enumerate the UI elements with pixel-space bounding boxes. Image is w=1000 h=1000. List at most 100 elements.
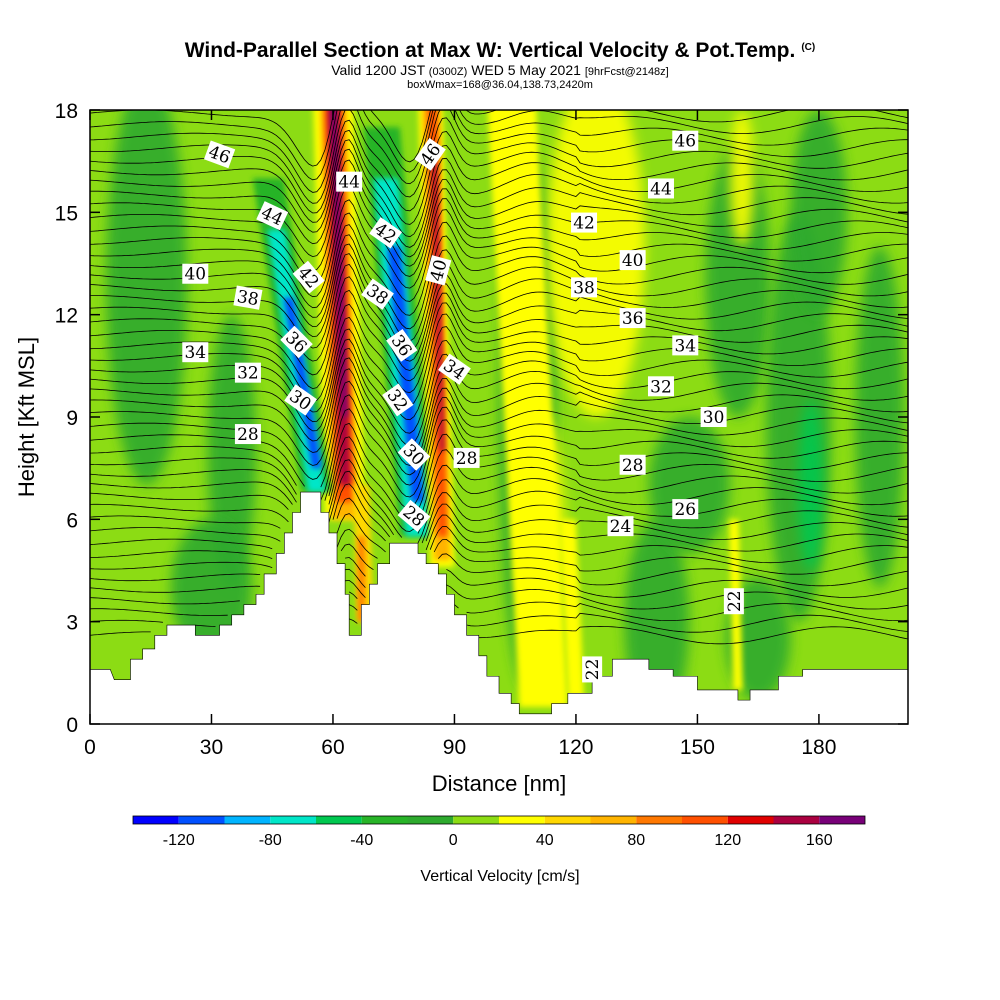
theta-contour xyxy=(90,497,908,542)
contour-label: 28 xyxy=(234,424,261,445)
colorbar-title: Vertical Velocity [cm/s] xyxy=(420,868,579,885)
contour-label: 44 xyxy=(336,171,363,193)
theta-contour xyxy=(90,357,908,457)
theta-contour xyxy=(90,243,908,342)
field-patch xyxy=(547,110,645,417)
theta-contour xyxy=(90,433,908,521)
contour-label-box xyxy=(723,588,744,615)
contour-label-box xyxy=(382,383,414,417)
contour-label: 44 xyxy=(647,178,674,199)
contour-label-box xyxy=(397,438,431,471)
contour-label-box xyxy=(361,278,394,310)
contour-label-box xyxy=(234,424,261,445)
contour-label-box xyxy=(284,384,317,416)
theta-contour xyxy=(90,604,908,633)
theta-contour xyxy=(90,538,908,575)
contour-label: 32 xyxy=(234,362,261,384)
colorbar-swatch xyxy=(224,816,271,824)
contour-label-box xyxy=(619,308,646,329)
theta-contour xyxy=(90,380,908,480)
chart-subtitle: Valid 1200 JST (0300Z) WED 5 May 2021 [9… xyxy=(0,63,1000,79)
contour-label-box xyxy=(336,171,363,192)
contour-label-box xyxy=(386,328,418,362)
x-tick-label: 180 xyxy=(801,736,836,759)
contour-label-box xyxy=(571,212,598,233)
valid-time: Valid 1200 JST xyxy=(331,62,425,78)
contour-label-text: 34 xyxy=(184,343,206,363)
colorbar-swatch xyxy=(499,816,545,824)
theta-contour xyxy=(90,171,908,271)
contour-label-box xyxy=(233,285,263,310)
theta-contour xyxy=(90,263,908,362)
theta-contour xyxy=(90,326,908,423)
contour-label-text: 40 xyxy=(622,251,644,271)
colorbar-swatch xyxy=(316,816,362,824)
x-tick-label: 150 xyxy=(680,736,715,759)
contour-label-box xyxy=(700,407,727,427)
x-tick-label: 120 xyxy=(558,736,593,759)
theta-contour xyxy=(90,148,908,248)
colorbar-swatch xyxy=(270,816,316,824)
contour-label: 38 xyxy=(571,277,598,298)
theta-contour xyxy=(90,139,908,238)
valid-time-utc: (0300Z) xyxy=(428,66,468,78)
colorbar-swatch xyxy=(636,816,682,824)
y-tick-label: 18 xyxy=(55,100,78,123)
contour-label-box xyxy=(619,250,646,271)
colorbar-swatch xyxy=(178,816,225,824)
contour-label-box xyxy=(571,277,598,298)
colorbar-swatch xyxy=(407,816,454,824)
theta-contour xyxy=(90,579,908,610)
theta-contour xyxy=(90,338,908,434)
theta-contour xyxy=(90,110,908,167)
contour-label-box xyxy=(438,353,471,385)
contour-label-text: 28 xyxy=(456,449,478,469)
colorbar-swatch xyxy=(819,816,865,824)
contour-label: 22 xyxy=(582,656,603,683)
contour-label: 28 xyxy=(619,454,646,476)
field-patch xyxy=(790,110,848,315)
contour-labels: 4644403834322842363044423836323028464034… xyxy=(182,130,745,683)
theta-contour xyxy=(90,618,908,645)
field-patch xyxy=(207,314,257,588)
contour-label: 40 xyxy=(425,255,452,286)
contour-label: 28 xyxy=(453,447,480,469)
y-tick-label: 12 xyxy=(55,305,78,328)
colorbar-frame xyxy=(132,815,866,825)
colorbar-tick-label: 80 xyxy=(627,832,645,849)
contour-label-box xyxy=(619,454,646,475)
theta-contour xyxy=(90,347,908,446)
contour-label-text: 46 xyxy=(674,132,696,152)
theta-contour xyxy=(90,302,908,402)
contour-label: 26 xyxy=(672,499,699,520)
y-tick-label: 6 xyxy=(66,509,78,532)
contour-label-box xyxy=(256,201,289,231)
theta-contour xyxy=(90,419,908,509)
contour-label-text: 40 xyxy=(184,265,206,285)
field-patch xyxy=(855,246,904,588)
colorbar-tick-label: -120 xyxy=(163,832,195,849)
theta-contour xyxy=(90,159,908,258)
contour-label: 22 xyxy=(723,588,745,615)
contour-label-box xyxy=(607,516,634,537)
theta-contour xyxy=(90,568,908,598)
colorbar: -120 -80 -40 0 40 80 120 160 xyxy=(132,815,866,849)
colorbar-tick-label: 160 xyxy=(806,832,833,849)
copyright-mark: (C) xyxy=(801,42,816,53)
contour-label-box xyxy=(292,260,325,294)
colorbar-swatch xyxy=(727,816,774,824)
y-tick-label: 0 xyxy=(66,714,78,737)
contour-label: 32 xyxy=(647,376,674,397)
contour-label-box xyxy=(414,137,446,171)
theta-contour xyxy=(90,253,908,353)
contour-label: 38 xyxy=(233,285,263,310)
contour-label-text: 36 xyxy=(622,309,644,329)
velocity-plume xyxy=(331,110,348,417)
chart-title-line: Wind-Parallel Section at Max W: Vertical… xyxy=(0,36,1000,63)
theta-contour xyxy=(90,459,908,538)
contour-label: 34 xyxy=(672,335,699,356)
theta-contour xyxy=(90,234,908,330)
velocity-plume xyxy=(487,110,568,707)
x-tick-label: 60 xyxy=(321,736,344,759)
